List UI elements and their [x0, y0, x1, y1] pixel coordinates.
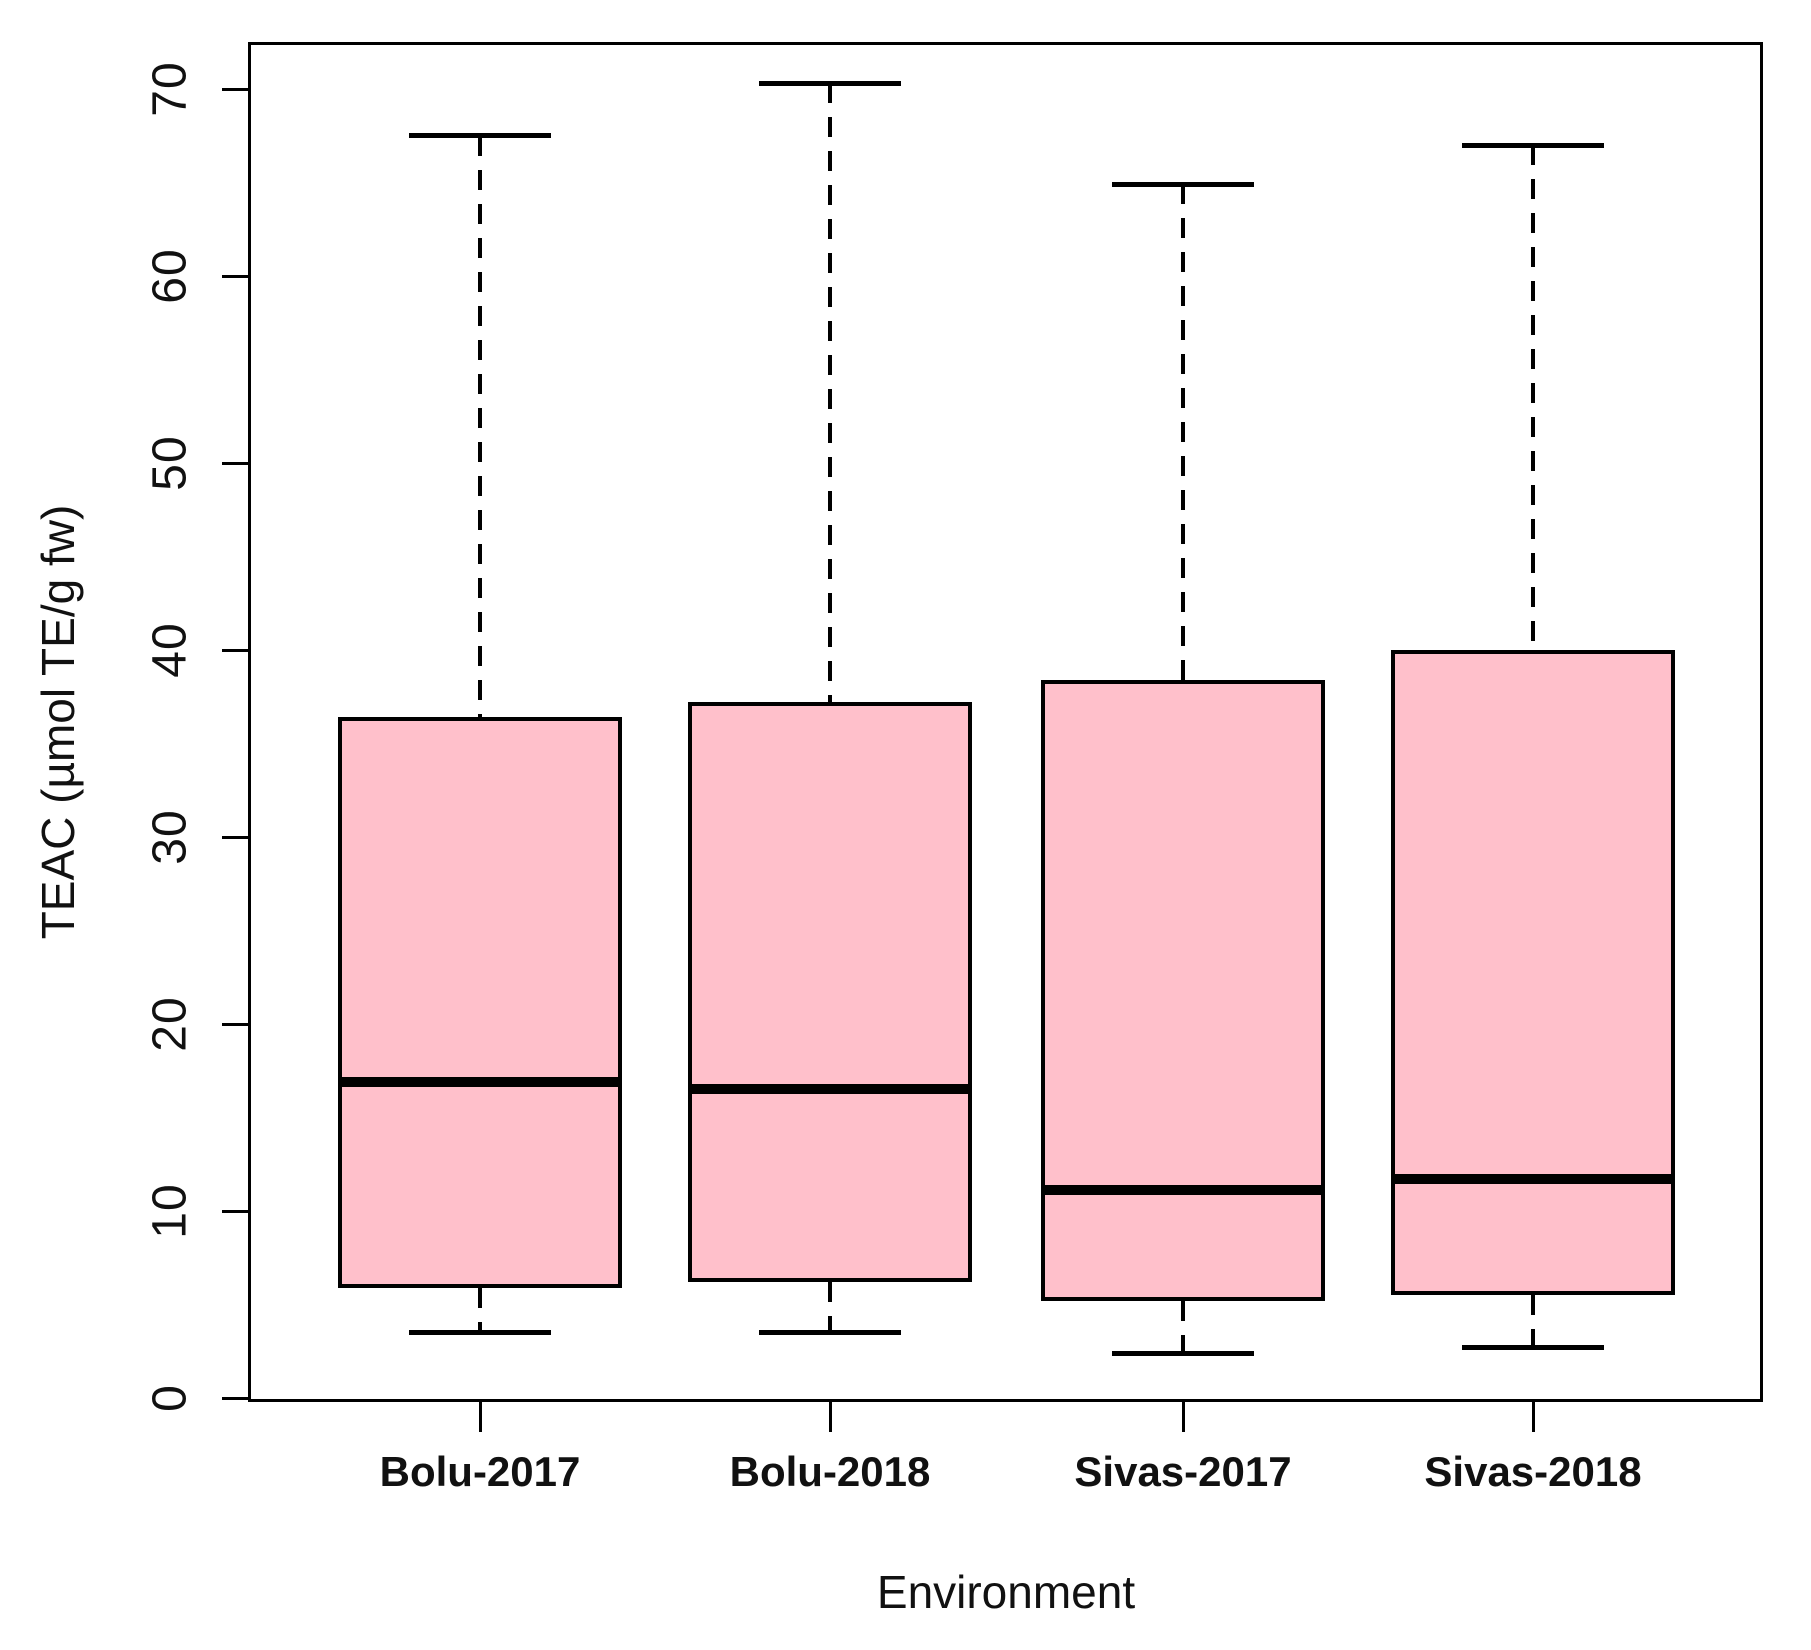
box-sivas-2018 — [1391, 650, 1675, 1296]
median-bolu-2018 — [688, 1084, 972, 1095]
lower-whisker-sivas-2018 — [1531, 1295, 1535, 1348]
lower-whisker-bolu-2017 — [478, 1287, 482, 1333]
upper-whisker-cap-sivas-2017 — [1112, 181, 1254, 187]
y-axis-tick — [222, 1022, 248, 1026]
x-axis-tick — [478, 1402, 482, 1432]
y-tick-label-20: 20 — [143, 996, 197, 1052]
y-axis-title: TEAC (µmol TE/g fw) — [32, 504, 84, 940]
upper-whisker-bolu-2018 — [828, 83, 832, 703]
y-axis-tick — [222, 461, 248, 465]
x-tick-label-sivas-2017: Sivas-2017 — [1074, 1448, 1292, 1495]
x-axis-title: Environment — [876, 1566, 1136, 1618]
x-tick-label-bolu-2017: Bolu-2017 — [379, 1448, 581, 1495]
upper-whisker-bolu-2017 — [478, 135, 482, 718]
x-tick-label-bolu-2018: Bolu-2018 — [729, 1448, 931, 1495]
upper-whisker-cap-bolu-2017 — [409, 133, 551, 139]
box-bolu-2018 — [688, 702, 972, 1283]
upper-whisker-cap-sivas-2018 — [1462, 142, 1604, 148]
lower-whisker-cap-bolu-2018 — [759, 1330, 901, 1336]
x-tick-label-sivas-2018: Sivas-2018 — [1424, 1448, 1642, 1495]
y-tick-label-70: 70 — [143, 61, 197, 117]
upper-whisker-sivas-2017 — [1181, 184, 1185, 680]
median-sivas-2017 — [1041, 1185, 1325, 1196]
lower-whisker-cap-sivas-2018 — [1462, 1345, 1604, 1350]
y-tick-label-50: 50 — [143, 435, 197, 491]
y-tick-label-40: 40 — [143, 622, 197, 678]
y-axis-tick — [222, 87, 248, 91]
y-axis-tick — [222, 648, 248, 652]
y-tick-label-10: 10 — [143, 1183, 197, 1239]
lower-whisker-sivas-2017 — [1181, 1300, 1185, 1354]
y-axis-tick — [222, 274, 248, 278]
upper-whisker-cap-bolu-2018 — [759, 80, 901, 86]
x-axis-tick — [828, 1402, 832, 1432]
median-bolu-2017 — [338, 1076, 622, 1087]
median-sivas-2018 — [1391, 1174, 1675, 1185]
x-axis-tick — [1531, 1402, 1535, 1432]
y-tick-label-30: 30 — [143, 809, 197, 865]
box-sivas-2017 — [1041, 679, 1325, 1301]
y-tick-label-60: 60 — [143, 248, 197, 304]
box-bolu-2017 — [338, 717, 622, 1288]
lower-whisker-cap-sivas-2017 — [1112, 1350, 1254, 1356]
y-axis-tick — [222, 835, 248, 839]
y-axis-tick — [222, 1396, 248, 1400]
upper-whisker-sivas-2018 — [1531, 145, 1535, 650]
y-tick-label-0: 0 — [143, 1384, 197, 1412]
plot-frame — [248, 42, 1763, 1402]
lower-whisker-bolu-2018 — [828, 1282, 832, 1333]
x-axis-tick — [1181, 1402, 1185, 1432]
y-axis-tick — [222, 1209, 248, 1213]
lower-whisker-cap-bolu-2017 — [409, 1330, 551, 1336]
